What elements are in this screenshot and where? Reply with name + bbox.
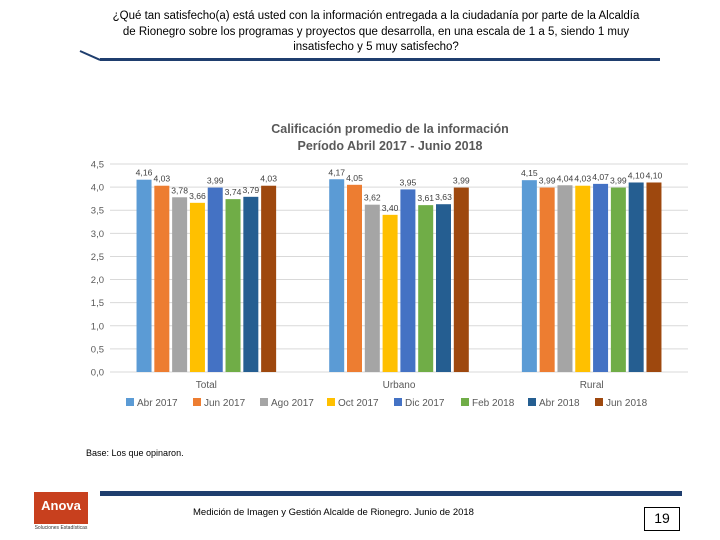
bar-total-5 [225, 199, 241, 372]
legend-swatch [193, 398, 201, 406]
bar-rural-5 [610, 187, 626, 372]
bar-rural-7 [646, 182, 662, 372]
bar-total-0 [136, 179, 152, 372]
data-label: 3,74 [225, 187, 242, 197]
y-tick-label: 3,5 [91, 206, 104, 217]
chart: Calificación promedio de la información … [91, 122, 688, 409]
y-tick-label: 0,5 [91, 344, 104, 355]
y-tick-label: 4,5 [91, 160, 104, 171]
page-number: 19 [644, 507, 680, 531]
legend-label: Jun 2018 [606, 398, 648, 409]
bar-total-6 [243, 196, 259, 372]
legend-label: Oct 2017 [338, 398, 379, 409]
header-slash [79, 50, 101, 61]
data-label: 4,05 [346, 173, 363, 183]
bar-urbano-3 [382, 214, 398, 372]
footer-text: Medición de Imagen y Gestión Alcalde de … [193, 507, 474, 518]
y-tick-label: 1,5 [91, 298, 104, 309]
legend-swatch [327, 398, 335, 406]
logo-text: Anova [41, 498, 81, 513]
legend-label: Dic 2017 [405, 398, 445, 409]
y-tick-label: 0,0 [91, 368, 104, 379]
data-label: 4,04 [557, 173, 574, 183]
data-label: 4,10 [628, 170, 645, 180]
data-label: 3,99 [453, 176, 470, 186]
bar-total-4 [207, 187, 223, 372]
question-text: ¿Qué tan satisfecho(a) está usted con la… [112, 10, 640, 53]
data-label: 3,99 [539, 176, 556, 186]
bar-rural-4 [593, 183, 609, 372]
data-label: 3,63 [435, 192, 452, 202]
logo-subtext: Soluciones Estadísticas [34, 525, 88, 531]
data-label: 4,03 [574, 174, 591, 184]
bar-rural-2 [557, 185, 573, 372]
bar-urbano-6 [436, 204, 451, 372]
header-divider [100, 58, 660, 61]
y-tick-label: 2,5 [91, 252, 104, 263]
legend-swatch [260, 398, 268, 406]
data-label: 4,03 [153, 174, 170, 184]
bar-rural-3 [575, 185, 591, 372]
bar-total-7 [261, 185, 277, 372]
bar-total-1 [154, 185, 170, 372]
y-tick-label: 2,0 [91, 275, 104, 286]
data-label: 4,03 [260, 174, 277, 184]
y-tick-label: 3,0 [91, 229, 104, 240]
legend-swatch [461, 398, 469, 406]
bar-total-3 [189, 202, 205, 372]
data-label: 4,10 [646, 170, 663, 180]
data-label: 3,62 [364, 193, 381, 203]
bar-urbano-7 [453, 187, 469, 372]
bar-urbano-0 [329, 179, 345, 372]
y-tick-label: 1,0 [91, 321, 104, 332]
legend-swatch [528, 398, 536, 406]
legend-swatch [394, 398, 402, 406]
bar-total-2 [172, 197, 188, 372]
bar-rural-0 [521, 180, 537, 372]
data-label: 3,66 [189, 191, 206, 201]
legend-label: Abr 2018 [539, 398, 580, 409]
legend-label: Jun 2017 [204, 398, 246, 409]
legend-label: Feb 2018 [472, 398, 515, 409]
data-label: 3,40 [382, 203, 399, 213]
y-tick-label: 4,0 [91, 183, 104, 194]
legend-swatch [595, 398, 603, 406]
x-category-label: Total [196, 380, 217, 391]
data-label: 3,99 [207, 176, 224, 186]
legend-label: Abr 2017 [137, 398, 178, 409]
footer-divider [100, 491, 682, 496]
logo: Anova Soluciones Estadísticas [32, 490, 90, 534]
legend-label: Ago 2017 [271, 398, 314, 409]
chart-subtitle: Período Abril 2017 - Junio 2018 [297, 139, 482, 153]
legend-swatch [126, 398, 134, 406]
bar-urbano-4 [400, 189, 416, 372]
data-label: 3,79 [242, 185, 259, 195]
x-category-label: Rural [580, 380, 604, 391]
logo-badge [34, 492, 88, 524]
data-label: 4,17 [328, 167, 345, 177]
x-category-label: Urbano [383, 380, 416, 391]
data-label: 3,78 [171, 185, 188, 195]
data-label: 4,07 [592, 172, 609, 182]
chart-title: Calificación promedio de la información [271, 122, 509, 136]
bar-rural-6 [628, 182, 644, 372]
base-note: Base: Los que opinaron. [86, 448, 184, 458]
bar-urbano-5 [418, 205, 434, 372]
bar-rural-1 [539, 187, 555, 372]
data-label: 4,16 [136, 168, 153, 178]
data-label: 3,61 [417, 193, 434, 203]
bar-urbano-2 [364, 204, 380, 372]
bar-urbano-1 [347, 184, 362, 372]
data-label: 3,99 [610, 176, 627, 186]
data-label: 4,15 [521, 168, 538, 178]
data-label: 3,95 [400, 177, 417, 187]
